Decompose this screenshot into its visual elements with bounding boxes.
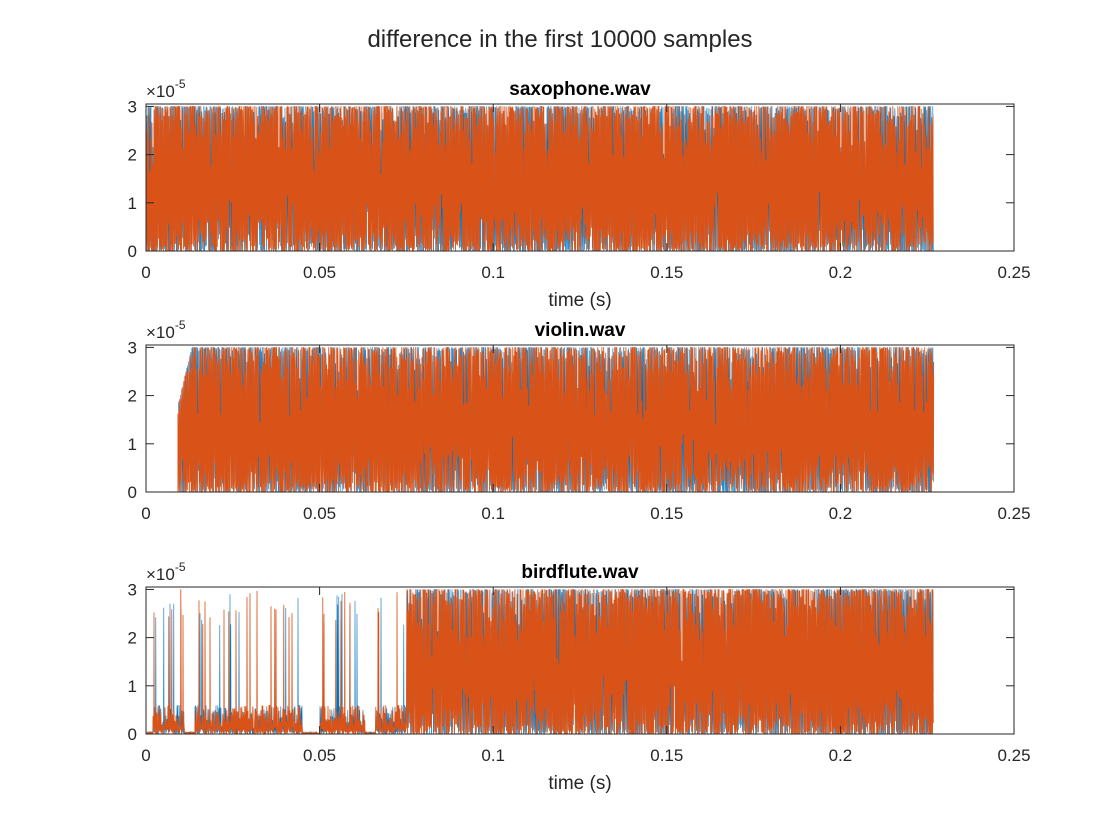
x-tick-label: 0.25: [997, 504, 1030, 523]
plot-area: [146, 347, 935, 492]
x-tick-label: 0.1: [481, 263, 505, 282]
plot-area: [146, 106, 934, 251]
x-tick-label: 0.15: [650, 746, 683, 765]
subplot-1: 0 0.05 0.1 0.15 0.2 0.25 0 1 2 3 ×10-5 saxophone.wa…: [128, 77, 1031, 311]
axes-box: [145, 103, 1015, 252]
y-tick-label: 2: [128, 146, 137, 165]
y-tick-label: 1: [128, 677, 137, 696]
subplot-2: 0 0.05 0.1 0.15 0.2 0.25 0 1 2 3 ×10-5 violin.wav: [128, 318, 1031, 523]
axes-box: [145, 344, 1015, 493]
y-tick-label: 1: [128, 435, 137, 454]
x-tick-label: 0.2: [829, 746, 853, 765]
x-axis-label: time (s): [548, 773, 611, 794]
y-tick-label: 0: [128, 242, 137, 261]
y-exponent-label: ×10-5: [146, 560, 186, 584]
x-tick-label: 0.1: [481, 746, 505, 765]
subplot-3: 0 0.05 0.1 0.15 0.2 0.25 0 1 2 3 ×10-5 birdflute.wa…: [128, 560, 1031, 794]
plot-area: [146, 589, 934, 734]
series-2-line: [146, 589, 934, 734]
y-tick-label: 2: [128, 629, 137, 648]
x-tick-label: 0.15: [650, 263, 683, 282]
y-tick-label: 0: [128, 483, 137, 502]
x-tick-label: 0.1: [481, 504, 505, 523]
x-tick-label: 0.05: [303, 263, 336, 282]
y-tick-label: 3: [128, 97, 137, 116]
subplot-title: saxophone.wav: [509, 79, 651, 100]
y-tick-label: 3: [128, 580, 137, 599]
x-tick-label: 0.05: [303, 746, 336, 765]
figure-title: difference in the first 10000 samples: [367, 26, 752, 53]
x-tick-label: 0.25: [997, 746, 1030, 765]
x-tick-label: 0.05: [303, 504, 336, 523]
axes-box: [145, 586, 1015, 735]
subplot-title: violin.wav: [535, 320, 626, 341]
series-2-line: [146, 347, 935, 492]
y-exponent-label: ×10-5: [146, 77, 186, 101]
x-axis-label: time (s): [548, 290, 611, 311]
y-exponent-label: ×10-5: [146, 318, 186, 342]
series-2-line: [146, 106, 934, 251]
y-tick-label: 3: [128, 338, 137, 357]
x-tick-label: 0.2: [829, 504, 853, 523]
y-tick-label: 2: [128, 387, 137, 406]
y-tick-label: 0: [128, 725, 137, 744]
y-tick-label: 1: [128, 194, 137, 213]
x-tick-label: 0.2: [829, 263, 853, 282]
x-tick-label: 0: [141, 746, 150, 765]
subplot-title: birdflute.wav: [521, 562, 639, 583]
x-tick-label: 0.15: [650, 504, 683, 523]
x-tick-label: 0: [141, 504, 150, 523]
x-tick-label: 0: [141, 263, 150, 282]
x-tick-label: 0.25: [997, 263, 1030, 282]
subplot-grid: 0 0.05 0.1 0.15 0.2 0.25 0 1 2 3 ×10-5 saxophone.wa…: [128, 77, 1031, 794]
